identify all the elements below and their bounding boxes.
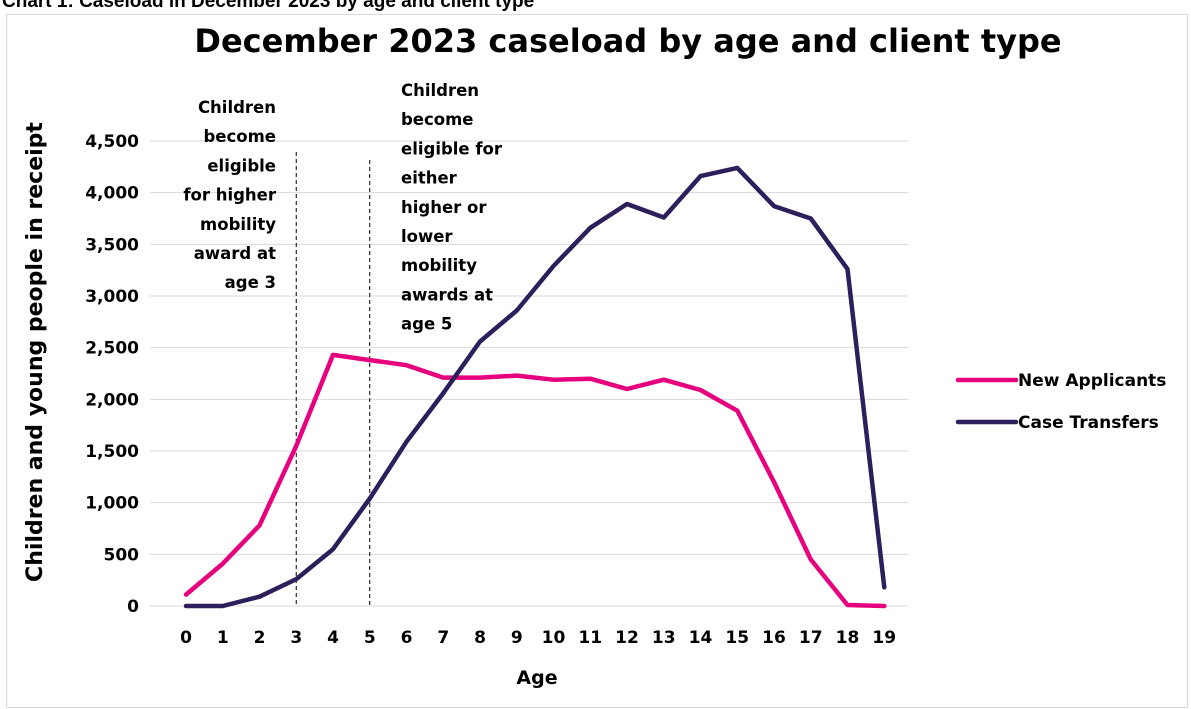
y-axis-label: Children and young people in receipt xyxy=(23,122,48,582)
annotation-text-age-5: Children become eligible for either higher o… xyxy=(401,81,503,334)
legend-label-new-applicants: New Applicants xyxy=(1018,371,1166,391)
x-tick-label: 19 xyxy=(872,628,896,648)
y-tick-label: 4,000 xyxy=(85,184,139,204)
x-tick-label: 16 xyxy=(762,628,786,648)
annotation-line-text: higher or xyxy=(401,198,487,217)
x-tick-label: 7 xyxy=(437,628,449,648)
x-tick-label: 15 xyxy=(725,628,749,648)
annotation-line-text: either xyxy=(401,169,458,188)
series-line-new-applicants xyxy=(183,352,887,609)
legend: New Applicants Case Transfers xyxy=(955,371,1166,433)
y-tick-label: 1,500 xyxy=(85,442,139,462)
annotation-line-text: eligible for xyxy=(401,139,503,158)
annotations: Children become eligible for higher mobility… xyxy=(183,81,503,606)
annotation-line-text: awards at xyxy=(401,285,493,304)
x-tick-label: 14 xyxy=(689,628,713,648)
annotation-line-text: eligible xyxy=(207,156,276,175)
y-tick-label: 3,000 xyxy=(85,287,139,307)
annotation-line-text: become xyxy=(203,127,276,146)
annotation-line-text: become xyxy=(401,110,474,129)
x-tick-label: 2 xyxy=(254,628,266,648)
y-tick-label: 1,000 xyxy=(85,494,139,514)
x-tick-label: 17 xyxy=(799,628,823,648)
y-tick-label: 4,500 xyxy=(85,132,139,152)
annotation-line-text: mobility xyxy=(200,215,276,234)
annotation-line-text: age 5 xyxy=(401,315,452,334)
x-tick-label: 9 xyxy=(511,628,523,648)
x-tick-label: 11 xyxy=(578,628,602,648)
annotation-line-text: Children xyxy=(401,81,479,100)
chart-caption: Chart 1: Caseload in December 2023 by ag… xyxy=(2,0,535,12)
x-axis-label: Age xyxy=(516,667,557,689)
annotation-line-text: for higher xyxy=(183,186,277,205)
annotation-line-text: mobility xyxy=(401,256,477,275)
y-tick-label: 500 xyxy=(104,545,140,565)
x-tick-label: 4 xyxy=(327,628,339,648)
x-tick-label: 13 xyxy=(652,628,676,648)
x-tick-label: 0 xyxy=(180,628,192,648)
legend-label-case-transfers: Case Transfers xyxy=(1018,413,1159,433)
annotation-line-text: age 3 xyxy=(225,273,276,292)
x-tick-label: 5 xyxy=(364,628,376,648)
x-tick-label: 12 xyxy=(615,628,639,648)
annotation-text-age-3: Children become eligible for higher mobility… xyxy=(183,98,277,292)
annotation-line-text: award at xyxy=(194,244,276,263)
y-tick-label: 3,500 xyxy=(85,235,139,255)
y-tick-label: 0 xyxy=(127,597,139,617)
y-axis-ticks: 0 500 1,000 1,500 2,000 2,500 3,000 3,500 4,000 4… xyxy=(85,132,139,617)
x-tick-label: 1 xyxy=(217,628,229,648)
x-axis-ticks: 0 1 2 3 4 5 6 7 8 9 10 11 12 13 14 15 16 17 18 19 xyxy=(180,628,896,648)
y-tick-label: 2,500 xyxy=(85,339,139,359)
x-tick-label: 8 xyxy=(474,628,486,648)
y-tick-label: 2,000 xyxy=(85,390,139,410)
x-tick-label: 6 xyxy=(401,628,413,648)
chart-title: December 2023 caseload by age and client… xyxy=(194,22,1061,60)
chart-frame xyxy=(6,14,1188,708)
x-tick-label: 10 xyxy=(542,628,566,648)
annotation-line-text: Children xyxy=(198,98,276,117)
annotation-line-text: lower xyxy=(401,227,453,246)
x-tick-label: 3 xyxy=(290,628,302,648)
series-lines xyxy=(183,165,887,609)
x-tick-label: 18 xyxy=(836,628,860,648)
series-line-case-transfers xyxy=(183,165,887,609)
